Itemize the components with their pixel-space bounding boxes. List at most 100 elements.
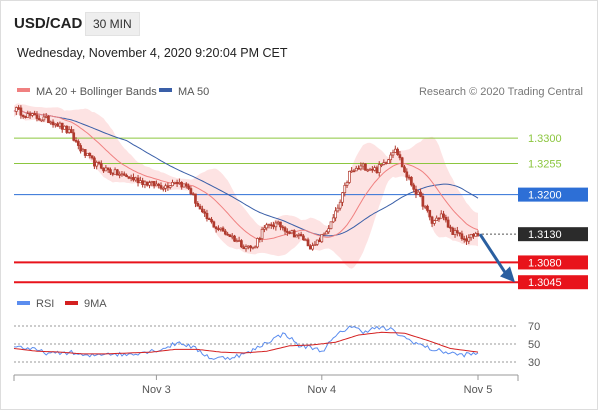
candle-body (17, 107, 20, 109)
candle-body (155, 183, 158, 187)
candle-body (19, 107, 23, 116)
candle-body (318, 239, 321, 243)
candle-body (393, 148, 397, 153)
candle-body (272, 224, 275, 228)
candle-body (313, 244, 317, 246)
level-label: 1.3200 (528, 190, 562, 202)
candle-body (446, 219, 450, 228)
candle-body (439, 213, 443, 219)
candle-body (242, 246, 246, 250)
rsi-line (13, 325, 479, 361)
candle-body (308, 245, 312, 250)
candle-body (182, 183, 186, 188)
candle-body (350, 170, 354, 173)
candle-body (187, 185, 190, 189)
candle-body (60, 122, 64, 130)
candle-body (173, 181, 177, 184)
candle-body (460, 233, 464, 240)
candle-body (465, 238, 468, 242)
candle-body (113, 169, 117, 175)
candle-body (306, 239, 310, 247)
ma50-legend-swatch (159, 88, 172, 92)
candle-body (387, 159, 390, 164)
candle-body (21, 114, 25, 117)
candle-body (228, 234, 232, 238)
candle-body (384, 162, 388, 164)
candle-body (116, 169, 119, 176)
rsi-legend: RSI 9MA (17, 298, 107, 310)
candle-body (304, 239, 308, 242)
candle-body (437, 217, 441, 220)
candle-body (159, 185, 163, 189)
candle-body (157, 183, 161, 186)
candle-body (336, 207, 340, 212)
candle-body (166, 185, 170, 188)
forecast-arrowhead (500, 266, 515, 283)
level-label-box (518, 227, 588, 242)
candle-body (240, 240, 243, 248)
candle-body (125, 174, 128, 178)
candle-body (49, 121, 53, 124)
candle-body (201, 208, 204, 213)
candle-body (276, 221, 280, 224)
candle-body (357, 167, 360, 170)
candle-body (341, 192, 344, 203)
candle-body (168, 185, 172, 188)
candle-body (283, 227, 287, 232)
candle-body (258, 238, 262, 240)
candle-body (28, 113, 32, 116)
rsi-ma-legend-swatch (65, 301, 78, 305)
candle-body (320, 234, 324, 243)
candle-body (364, 163, 367, 171)
candle-body (79, 145, 82, 152)
candle-body (136, 177, 140, 184)
candle-body (370, 168, 374, 171)
candle-body (389, 154, 393, 161)
candle-body (423, 205, 427, 208)
timeframe-badge[interactable]: 30 MIN (85, 12, 140, 36)
candle-body (26, 113, 30, 118)
candle-body (269, 224, 273, 227)
candle-body (180, 182, 184, 188)
chart-header: USD/CAD 30 MIN (1, 1, 597, 45)
candle-body (226, 233, 229, 236)
candle-body (214, 226, 218, 230)
candle-body (299, 233, 303, 237)
symbol-label: USD/CAD (14, 15, 83, 32)
candle-body (56, 123, 59, 127)
candle-body (184, 183, 188, 187)
candle-body (152, 181, 156, 187)
candle-body (377, 164, 381, 173)
candle-body (263, 227, 266, 230)
level-label: 1.3300 (528, 133, 562, 145)
candle-body (72, 132, 76, 141)
candle-body (210, 219, 213, 223)
candle-body (93, 157, 96, 167)
candle-body (327, 228, 331, 233)
candle-body (412, 184, 416, 190)
candle-body (122, 173, 126, 176)
candle-body (223, 230, 227, 235)
candle-body (145, 181, 149, 186)
candle-body (428, 210, 432, 218)
candle-body (311, 245, 314, 250)
candle-body (361, 163, 365, 167)
candle-body (109, 169, 112, 174)
candle-body (104, 167, 108, 172)
x-axis: Nov 3 Nov 4 Nov 5 (13, 374, 519, 396)
candle-body (391, 152, 395, 156)
level-label: 1.3045 (528, 277, 562, 289)
candle-body (219, 227, 223, 230)
candle-body (37, 118, 41, 121)
rsi-level-label: 50 (528, 339, 540, 351)
candle-body (288, 232, 291, 234)
candle-body (442, 213, 445, 218)
candle-body (237, 240, 241, 242)
candle-body (290, 230, 294, 234)
candle-body (47, 115, 50, 124)
candle-body (31, 113, 34, 116)
candle-body (449, 226, 452, 229)
candle-body (138, 180, 142, 184)
candle-body (267, 224, 271, 227)
candle-body (451, 227, 455, 235)
